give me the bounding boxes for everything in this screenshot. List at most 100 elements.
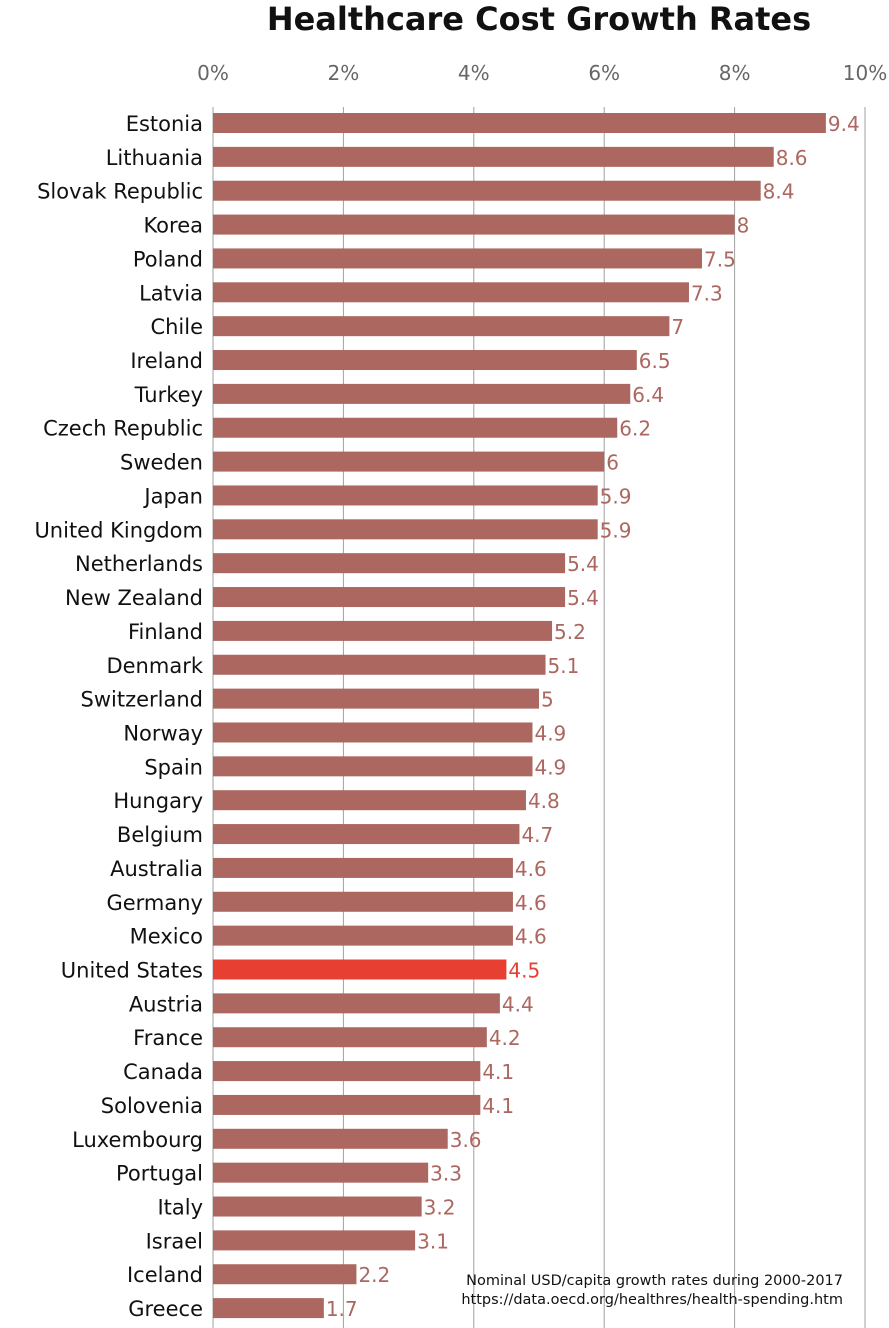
- value-label: 5: [541, 688, 554, 712]
- value-label: 4.1: [482, 1094, 514, 1118]
- bars: [213, 113, 826, 1319]
- category-label: Chile: [150, 315, 203, 339]
- value-label: 6: [606, 451, 619, 475]
- bar: [213, 790, 526, 811]
- category-label: Spain: [144, 755, 203, 779]
- category-label: United States: [61, 959, 203, 983]
- grid-lines: [212, 107, 866, 1328]
- chart-title: Healthcare Cost Growth Rates: [267, 0, 811, 38]
- value-label: 8: [737, 214, 750, 238]
- value-label: 3.1: [417, 1229, 449, 1253]
- category-label: Australia: [110, 857, 203, 881]
- bar: [213, 1298, 324, 1319]
- annotation-note: Nominal USD/capita growth rates during 2…: [466, 1273, 843, 1289]
- value-label: 7.3: [691, 281, 723, 305]
- value-label: 2.2: [358, 1263, 390, 1287]
- x-tick-label: 2%: [328, 61, 360, 85]
- value-label: 5.1: [548, 654, 580, 678]
- value-label: 4.6: [515, 925, 547, 949]
- value-label: 8.6: [776, 146, 808, 170]
- value-label: 3.2: [424, 1196, 456, 1220]
- category-label: France: [133, 1026, 203, 1050]
- value-label: 4.6: [515, 857, 547, 881]
- x-tick-label: 10%: [843, 61, 887, 85]
- value-label: 5.2: [554, 620, 586, 644]
- bar: [213, 248, 702, 269]
- bar: [213, 1264, 357, 1285]
- category-label: Poland: [133, 247, 203, 271]
- bar: [213, 350, 637, 371]
- value-label: 8.4: [763, 180, 795, 204]
- category-label: New Zealand: [65, 586, 203, 610]
- x-axis-ticks: 0% 2% 4% 6% 8% 10%: [197, 61, 887, 85]
- category-label: Korea: [143, 214, 203, 238]
- value-label: 5.4: [567, 586, 599, 610]
- value-label: 6.4: [632, 383, 664, 407]
- x-tick-label: 0%: [197, 61, 229, 85]
- bar: [213, 824, 520, 845]
- bar: [213, 925, 513, 946]
- bar: [213, 1196, 422, 1217]
- category-label: Austria: [129, 992, 203, 1016]
- bar: [213, 1061, 481, 1082]
- category-label: Germany: [106, 891, 203, 915]
- bar: [213, 756, 533, 777]
- bar: [213, 891, 513, 912]
- value-label: 9.4: [828, 112, 860, 136]
- category-label: Hungary: [113, 789, 203, 813]
- bar: [213, 1162, 429, 1183]
- bar: [213, 451, 605, 472]
- value-label: 4.4: [502, 992, 534, 1016]
- value-label: 7.5: [704, 247, 736, 271]
- category-label: Finland: [128, 620, 203, 644]
- value-label: 5.9: [600, 518, 632, 542]
- category-label: Turkey: [134, 383, 203, 407]
- category-label: Czech Republic: [43, 417, 203, 441]
- bar: [213, 654, 546, 675]
- category-label: Japan: [142, 484, 203, 508]
- bar: [213, 485, 598, 506]
- category-labels: Estonia Lithuania Slovak Republic Korea Pola…: [34, 112, 203, 1321]
- value-label: 4.9: [534, 755, 566, 779]
- value-label: 4.6: [515, 891, 547, 915]
- category-label: Greece: [128, 1297, 203, 1321]
- category-label: Switzerland: [81, 688, 204, 712]
- bar: [213, 722, 533, 743]
- category-label: Iceland: [127, 1263, 203, 1287]
- value-label: 4.5: [508, 959, 540, 983]
- x-tick-label: 4%: [458, 61, 490, 85]
- x-tick-label: 6%: [588, 61, 620, 85]
- value-label: 7: [671, 315, 684, 339]
- category-label: Ireland: [130, 349, 203, 373]
- category-label: Mexico: [130, 925, 203, 949]
- category-label: Portugal: [116, 1162, 203, 1186]
- category-label: Denmark: [106, 654, 203, 678]
- value-label: 3.3: [430, 1162, 462, 1186]
- bar: [213, 146, 774, 167]
- bar: [213, 620, 553, 641]
- bar: [213, 113, 826, 133]
- value-label: 3.6: [450, 1128, 482, 1152]
- category-label: Netherlands: [75, 552, 203, 576]
- category-label: Norway: [123, 721, 203, 745]
- value-label: 4.9: [534, 721, 566, 745]
- bar: [213, 214, 735, 235]
- bar: [213, 587, 566, 608]
- category-label: Belgium: [117, 823, 203, 847]
- bar: [213, 180, 761, 201]
- value-label: 4.2: [489, 1026, 521, 1050]
- bar: [213, 1230, 416, 1251]
- bar: [213, 1128, 448, 1149]
- category-label: Luxembourg: [72, 1128, 203, 1152]
- value-label: 4.7: [521, 823, 553, 847]
- value-label: 5.9: [600, 484, 632, 508]
- category-label: Sweden: [120, 451, 203, 475]
- value-label: 4.1: [482, 1060, 514, 1084]
- value-label: 4.8: [528, 789, 560, 813]
- value-label: 5.4: [567, 552, 599, 576]
- value-labels: 9.48.68.487.57.376.56.46.265.95.95.45.45…: [326, 112, 860, 1321]
- category-label: Slovak Republic: [37, 180, 203, 204]
- category-label: Italy: [157, 1196, 203, 1220]
- category-label: United Kingdom: [34, 518, 203, 542]
